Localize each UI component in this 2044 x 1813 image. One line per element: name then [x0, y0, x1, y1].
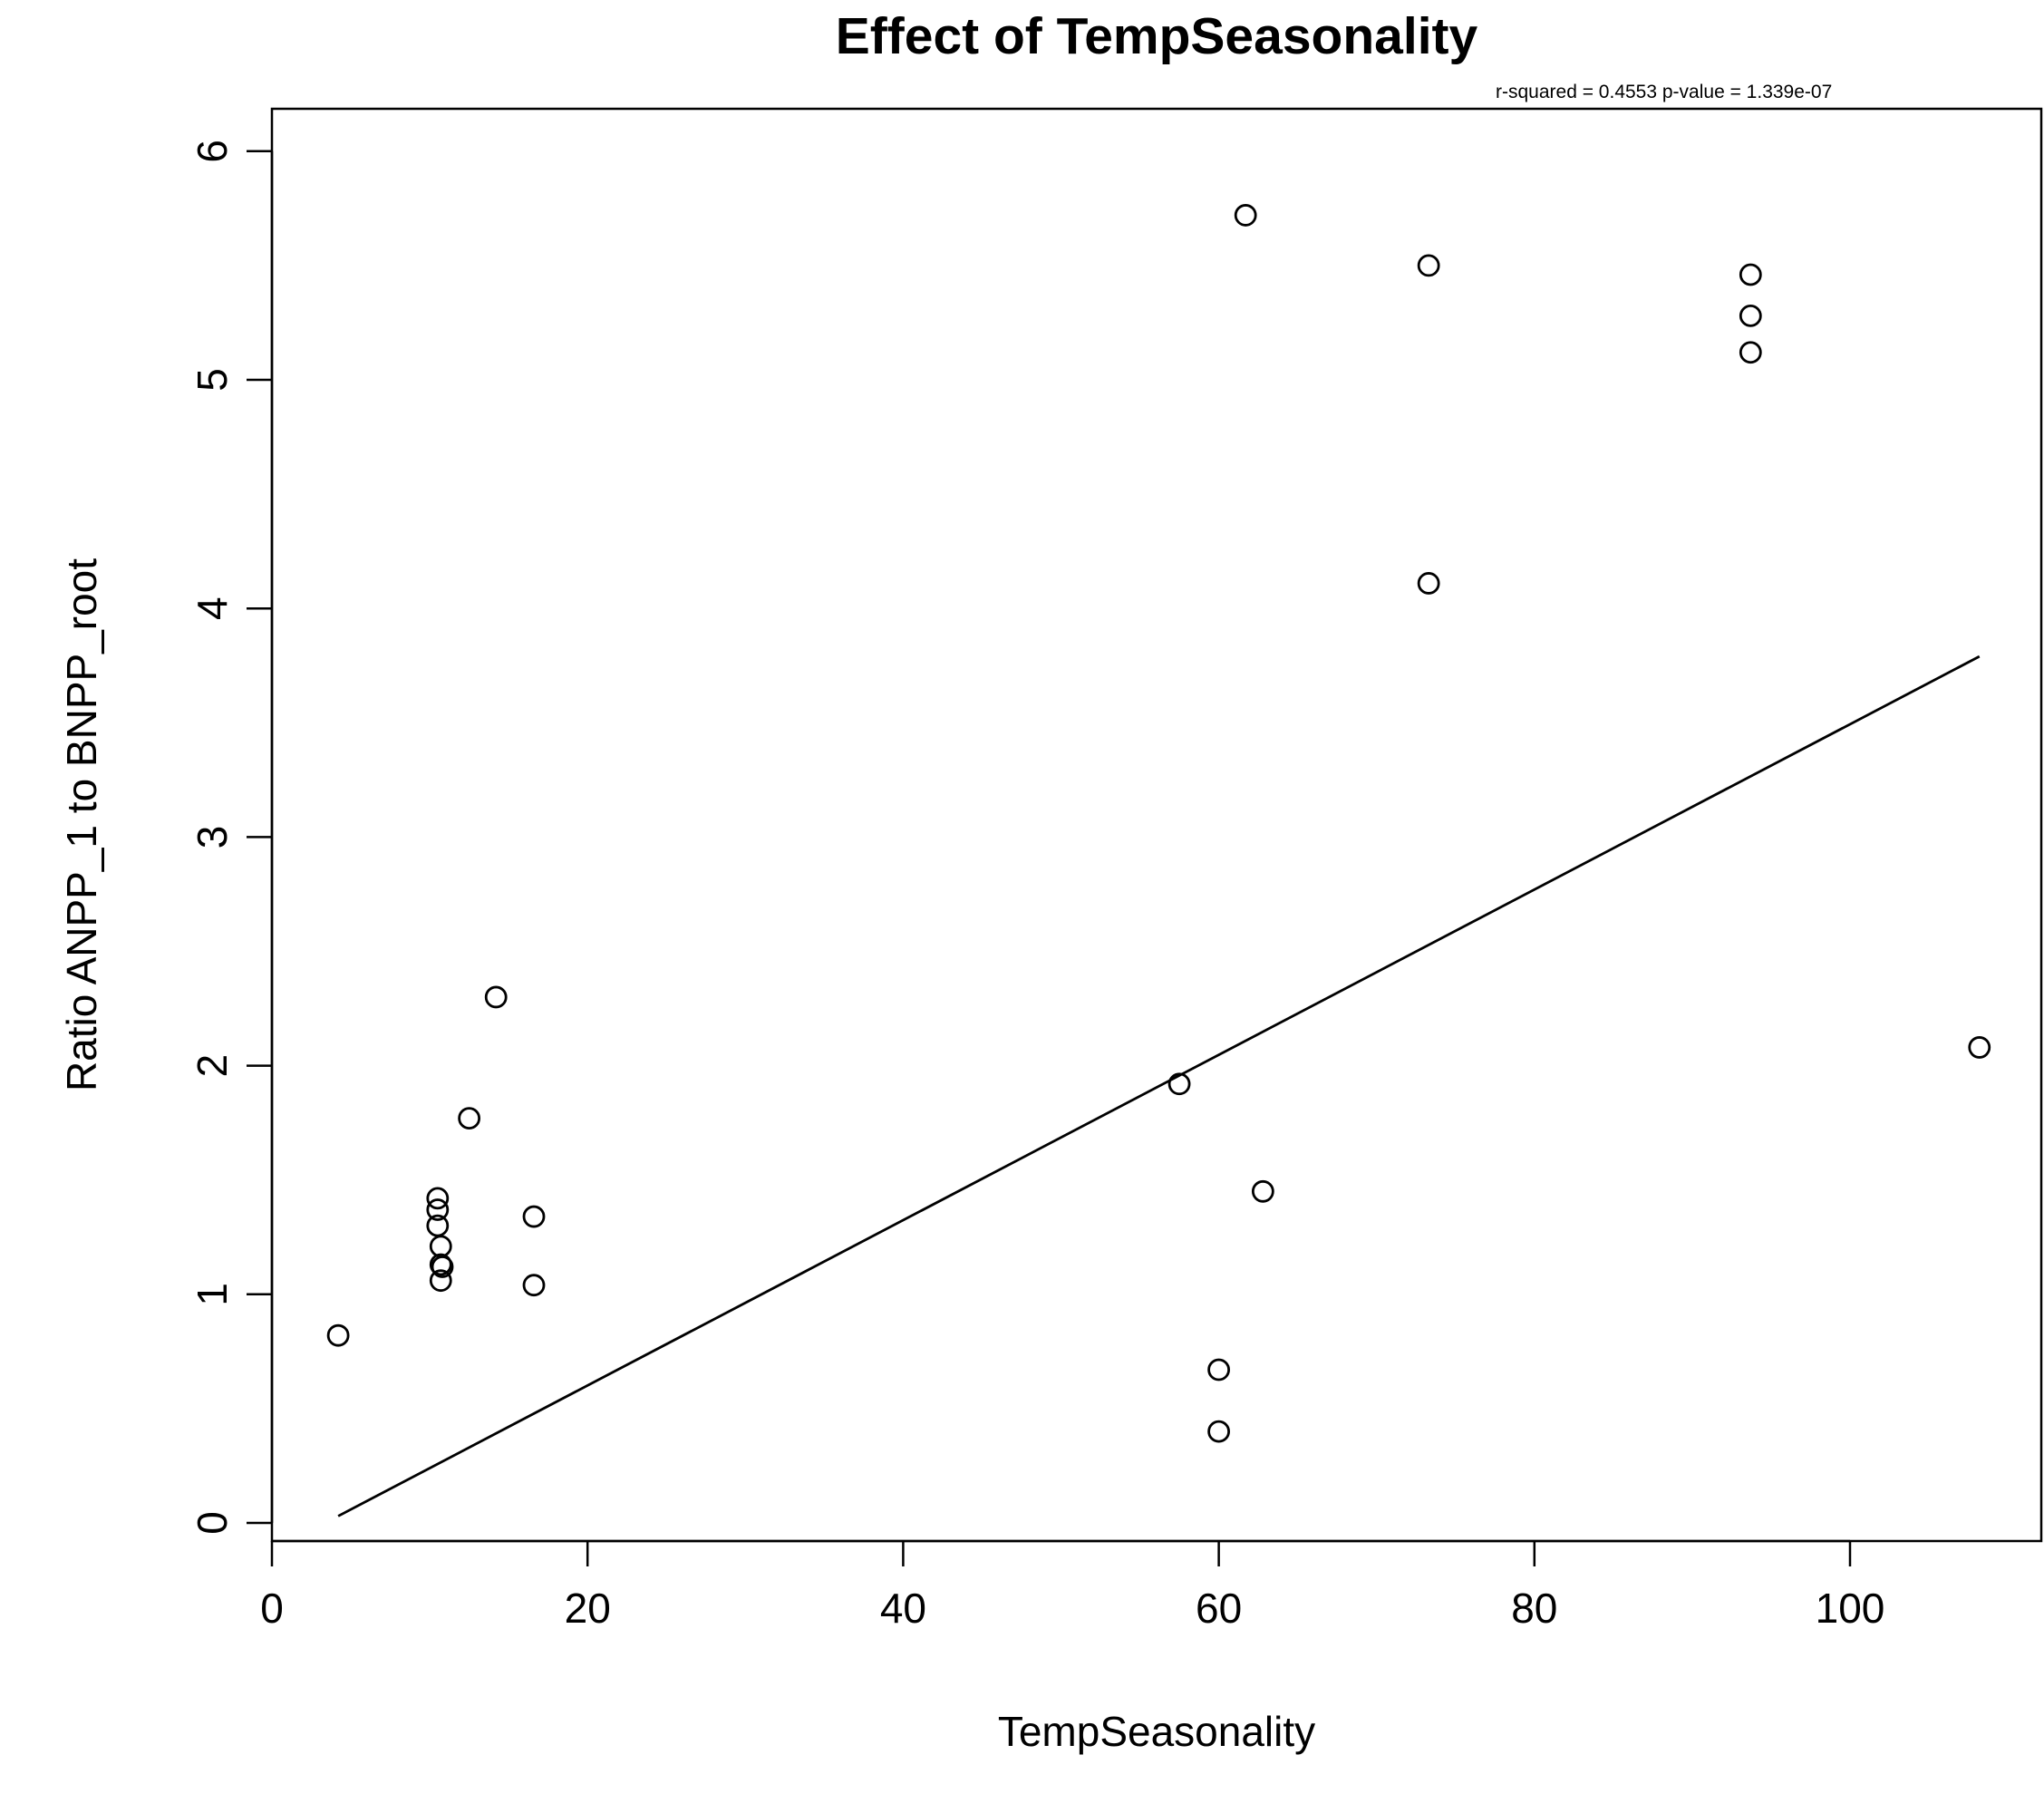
y-tick-label: 1: [189, 1283, 236, 1306]
data-point: [429, 1253, 452, 1276]
data-point: [431, 1256, 454, 1278]
data-point: [429, 1269, 452, 1293]
data-point: [458, 1107, 481, 1130]
x-axis: 0 20 40 60 80 100: [260, 1539, 1885, 1632]
x-axis-label: TempSeasonality: [998, 1708, 1315, 1755]
data-point: [1251, 1179, 1274, 1203]
data-point: [1207, 1358, 1230, 1382]
data-point: [1739, 304, 1762, 327]
y-tick-label: 2: [189, 1054, 236, 1078]
data-point: [522, 1274, 546, 1297]
data-points: [326, 204, 1991, 1443]
x-tick-label: 80: [1511, 1585, 1557, 1632]
x-tick-label: 20: [565, 1585, 611, 1632]
data-point: [429, 1235, 452, 1258]
data-point: [1417, 254, 1440, 277]
x-tick-label: 0: [260, 1585, 284, 1632]
plot-frame: [270, 107, 2043, 1543]
regression-stats: r-squared = 0.4553 p-value = 1.339e-07: [1496, 82, 1832, 102]
y-tick-label: 6: [189, 140, 236, 163]
data-point: [522, 1205, 546, 1228]
data-point: [1167, 1072, 1191, 1096]
regression-line-layer: [337, 654, 1981, 1517]
chart-title: Effect of TempSeasonality: [836, 7, 1478, 65]
x-tick-label: 100: [1816, 1585, 1885, 1632]
y-axis: 0 1 2 3 4 5 6: [189, 140, 274, 1535]
y-tick-label: 3: [189, 826, 236, 849]
y-tick-label: 5: [189, 368, 236, 392]
x-tick-label: 40: [880, 1585, 926, 1632]
y-tick-label: 0: [189, 1511, 236, 1535]
data-point: [326, 1323, 350, 1347]
data-point: [1968, 1036, 1991, 1059]
data-point: [484, 985, 508, 1009]
data-point: [1739, 263, 1762, 286]
data-point: [1739, 341, 1762, 364]
data-point: [426, 1187, 450, 1210]
y-axis-label: Ratio ANPP_1 to BNPP_root: [58, 558, 105, 1091]
data-point: [1234, 204, 1257, 227]
data-point: [1417, 572, 1440, 595]
x-tick-label: 60: [1196, 1585, 1242, 1632]
regression-line: [337, 654, 1981, 1517]
y-tick-label: 4: [189, 596, 236, 620]
data-point: [426, 1198, 450, 1221]
data-point: [1207, 1420, 1230, 1443]
